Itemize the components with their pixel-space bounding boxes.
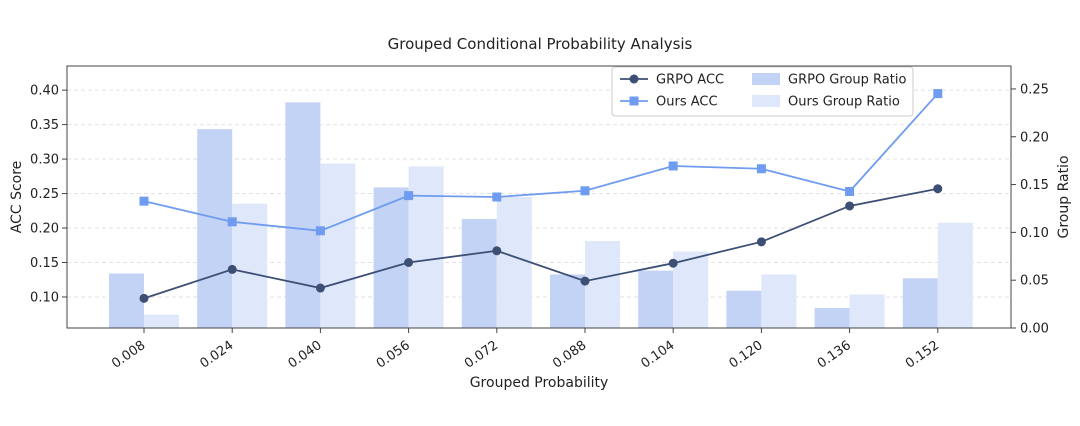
bar-grpo-group-ratio bbox=[902, 278, 938, 328]
y2-tick-label: 0.20 bbox=[1020, 130, 1049, 145]
bar-grpo-group-ratio bbox=[726, 290, 762, 328]
point-ours-acc bbox=[315, 226, 325, 236]
x-tick-label: 0.152 bbox=[903, 338, 942, 372]
point-grpo-acc bbox=[933, 184, 943, 194]
point-ours-acc bbox=[668, 161, 678, 171]
chart-title: Grouped Conditional Probability Analysis bbox=[388, 35, 693, 53]
bar-grpo-group-ratio bbox=[638, 270, 674, 328]
point-ours-acc bbox=[139, 196, 149, 206]
bar-grpo-group-ratio bbox=[197, 129, 233, 328]
point-ours-acc bbox=[492, 192, 502, 202]
point-grpo-acc bbox=[756, 237, 766, 247]
y-tick-label: 0.30 bbox=[30, 153, 59, 168]
legend-marker bbox=[629, 74, 639, 84]
bar-ours-group-ratio bbox=[144, 314, 179, 328]
bar-ours-group-ratio bbox=[408, 166, 444, 328]
line-layer bbox=[139, 89, 943, 303]
y-tick-label: 0.20 bbox=[30, 222, 59, 237]
x-tick-label: 0.056 bbox=[374, 338, 413, 372]
bar-grpo-group-ratio bbox=[550, 274, 585, 328]
bar-ours-group-ratio bbox=[673, 251, 709, 328]
y2-tick-label: 0.15 bbox=[1020, 178, 1049, 193]
bar-ours-group-ratio bbox=[937, 222, 973, 328]
bar-grpo-group-ratio bbox=[461, 218, 497, 328]
bar-grpo-group-ratio bbox=[285, 102, 321, 328]
x-tick-label: 0.072 bbox=[462, 338, 501, 372]
bar-ours-group-ratio bbox=[320, 163, 356, 328]
legend-label: Ours ACC bbox=[656, 95, 718, 110]
y-tick-label: 0.10 bbox=[30, 290, 59, 305]
x-tick-label: 0.008 bbox=[109, 338, 148, 372]
point-grpo-acc bbox=[315, 283, 325, 293]
point-grpo-acc bbox=[139, 293, 149, 303]
x-tick-label: 0.024 bbox=[197, 338, 236, 372]
line-grpo-acc bbox=[143, 187, 938, 300]
legend: GRPO ACC Ours ACC GRPO Group Ratio Ours Gro… bbox=[611, 66, 914, 117]
plot-frame bbox=[66, 65, 1012, 329]
y2-tick-label: 0.10 bbox=[1020, 226, 1049, 241]
x-axis-title: Grouped Probability bbox=[470, 375, 609, 391]
point-grpo-acc bbox=[580, 276, 590, 286]
y2-tick-label: 0.05 bbox=[1020, 274, 1049, 289]
y2-axis-title: Group Ratio bbox=[1056, 155, 1072, 238]
point-grpo-acc bbox=[404, 258, 414, 267]
bar-grpo-group-ratio bbox=[814, 307, 850, 328]
legend-label: GRPO ACC bbox=[656, 73, 724, 88]
line-ours-acc bbox=[143, 92, 939, 232]
legend-label: Ours Group Ratio bbox=[788, 95, 900, 110]
y-axis-left: 0.10 0.15 0.20 0.25 0.30 0.35 0.40 bbox=[30, 84, 67, 305]
bar-ours-group-ratio bbox=[585, 240, 620, 328]
point-ours-acc bbox=[845, 186, 855, 196]
point-ours-acc bbox=[756, 164, 766, 174]
point-ours-acc bbox=[933, 89, 943, 99]
x-tick-label: 0.104 bbox=[638, 338, 677, 372]
bar-grpo-group-ratio bbox=[373, 187, 409, 328]
point-grpo-acc bbox=[492, 246, 502, 256]
bar-ours-group-ratio bbox=[761, 274, 797, 328]
bar-ours-group-ratio bbox=[496, 197, 532, 328]
point-grpo-acc bbox=[668, 258, 678, 268]
point-ours-acc bbox=[227, 217, 237, 227]
legend-marker bbox=[629, 96, 639, 106]
legend-box bbox=[611, 66, 914, 117]
y-tick-label: 0.15 bbox=[30, 256, 59, 271]
x-tick-label: 0.120 bbox=[727, 338, 766, 372]
y-axis-title: ACC Score bbox=[9, 161, 25, 234]
x-tick-label: 0.136 bbox=[815, 338, 854, 372]
bar-layer bbox=[109, 102, 973, 328]
x-tick-label: 0.040 bbox=[286, 338, 325, 372]
bar-grpo-group-ratio bbox=[109, 273, 144, 328]
y-tick-label: 0.35 bbox=[30, 118, 59, 133]
y2-tick-label: 0.25 bbox=[1020, 82, 1049, 97]
y-tick-label: 0.25 bbox=[30, 187, 59, 202]
legend-label: GRPO Group Ratio bbox=[788, 73, 906, 88]
x-axis: 0.008 0.024 0.040 0.056 0.072 0.088 0.104 0.120… bbox=[109, 328, 942, 372]
point-grpo-acc bbox=[227, 264, 237, 274]
point-ours-acc bbox=[580, 186, 590, 196]
bar-ours-group-ratio bbox=[849, 294, 885, 328]
x-tick-label: 0.088 bbox=[550, 338, 589, 372]
legend-bar-swatch bbox=[752, 95, 780, 107]
point-ours-acc bbox=[404, 191, 414, 201]
y2-tick-label: 0.00 bbox=[1020, 322, 1049, 337]
y-axis-right: 0.00 0.05 0.10 0.15 0.20 0.25 bbox=[1011, 82, 1049, 337]
legend-bar-swatch bbox=[752, 73, 780, 85]
point-grpo-acc bbox=[845, 201, 855, 211]
y-tick-label: 0.40 bbox=[30, 84, 59, 99]
